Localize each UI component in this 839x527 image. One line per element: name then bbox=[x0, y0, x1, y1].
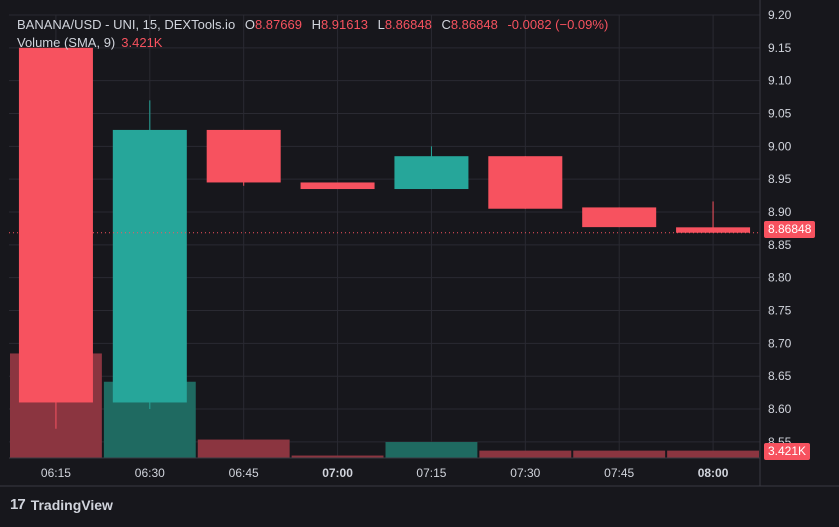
y-tick-label: 9.20 bbox=[768, 8, 792, 22]
open-label: O bbox=[244, 17, 255, 32]
candle-body bbox=[582, 207, 657, 228]
symbol-title: BANANA/USD - UNI, 15, DEXTools.io bbox=[17, 17, 236, 32]
y-tick-label: 8.60 bbox=[768, 402, 792, 416]
change-value: -0.0082 (−0.09%) bbox=[507, 17, 609, 32]
y-tick-label: 8.90 bbox=[768, 205, 792, 219]
chart-legend: BANANA/USD - UNI, 15, DEXTools.io O8.876… bbox=[17, 16, 608, 52]
volume-row: Volume (SMA, 9) 3.421K bbox=[17, 34, 608, 52]
close-value: 8.86848 bbox=[450, 17, 498, 32]
low-label: L bbox=[377, 17, 385, 32]
high-label: H bbox=[311, 17, 321, 32]
x-tick-label: 06:30 bbox=[135, 466, 165, 480]
candle-body bbox=[112, 129, 187, 403]
x-tick-label: 07:15 bbox=[416, 466, 446, 480]
volume-bar bbox=[291, 455, 384, 458]
candle-body bbox=[300, 182, 375, 190]
candle-body bbox=[676, 227, 751, 233]
tradingview-name: TradingView bbox=[30, 496, 113, 513]
tradingview-logo[interactable]: 17 TradingView bbox=[10, 496, 113, 513]
y-tick-label: 8.75 bbox=[768, 304, 792, 318]
tradingview-mark-icon: 17 bbox=[10, 496, 26, 513]
high-value: 8.91613 bbox=[320, 17, 368, 32]
x-tick-label: 07:30 bbox=[510, 466, 540, 480]
y-tick-label: 8.95 bbox=[768, 172, 792, 186]
x-tick-label: 07:00 bbox=[322, 466, 353, 480]
y-tick-label: 8.85 bbox=[768, 238, 792, 252]
candle-body bbox=[206, 129, 281, 183]
y-tick-label: 8.70 bbox=[768, 336, 792, 350]
volume-bar bbox=[479, 450, 572, 458]
close-label: C bbox=[441, 17, 451, 32]
volume-bar bbox=[667, 450, 759, 458]
open-value: 8.87669 bbox=[254, 17, 302, 32]
low-value: 8.86848 bbox=[384, 17, 432, 32]
ohlc-row: BANANA/USD - UNI, 15, DEXTools.io O8.876… bbox=[17, 16, 608, 34]
x-tick-label: 06:45 bbox=[229, 466, 259, 480]
y-tick-label: 8.80 bbox=[768, 271, 792, 285]
y-tick-label: 9.05 bbox=[768, 107, 792, 121]
volume-value: 3.421K bbox=[121, 35, 163, 50]
volume-bar bbox=[197, 439, 290, 458]
x-tick-label: 06:15 bbox=[41, 466, 71, 480]
y-tick-label: 9.10 bbox=[768, 74, 792, 88]
volume-label: Volume (SMA, 9) bbox=[17, 35, 116, 50]
volume-tag: 3.421K bbox=[764, 443, 811, 460]
volume-bar bbox=[385, 442, 478, 458]
candle-body bbox=[488, 156, 563, 209]
y-tick-label: 8.65 bbox=[768, 369, 792, 383]
x-tick-label: 07:45 bbox=[604, 466, 634, 480]
y-tick-label: 9.15 bbox=[768, 41, 792, 55]
y-tick-label: 9.00 bbox=[768, 139, 792, 153]
candle-body bbox=[18, 47, 93, 403]
volume-bar bbox=[573, 450, 666, 458]
candle-body bbox=[394, 156, 469, 190]
x-tick-label: 08:00 bbox=[698, 466, 729, 480]
last-price-tag: 8.86848 bbox=[764, 221, 816, 238]
